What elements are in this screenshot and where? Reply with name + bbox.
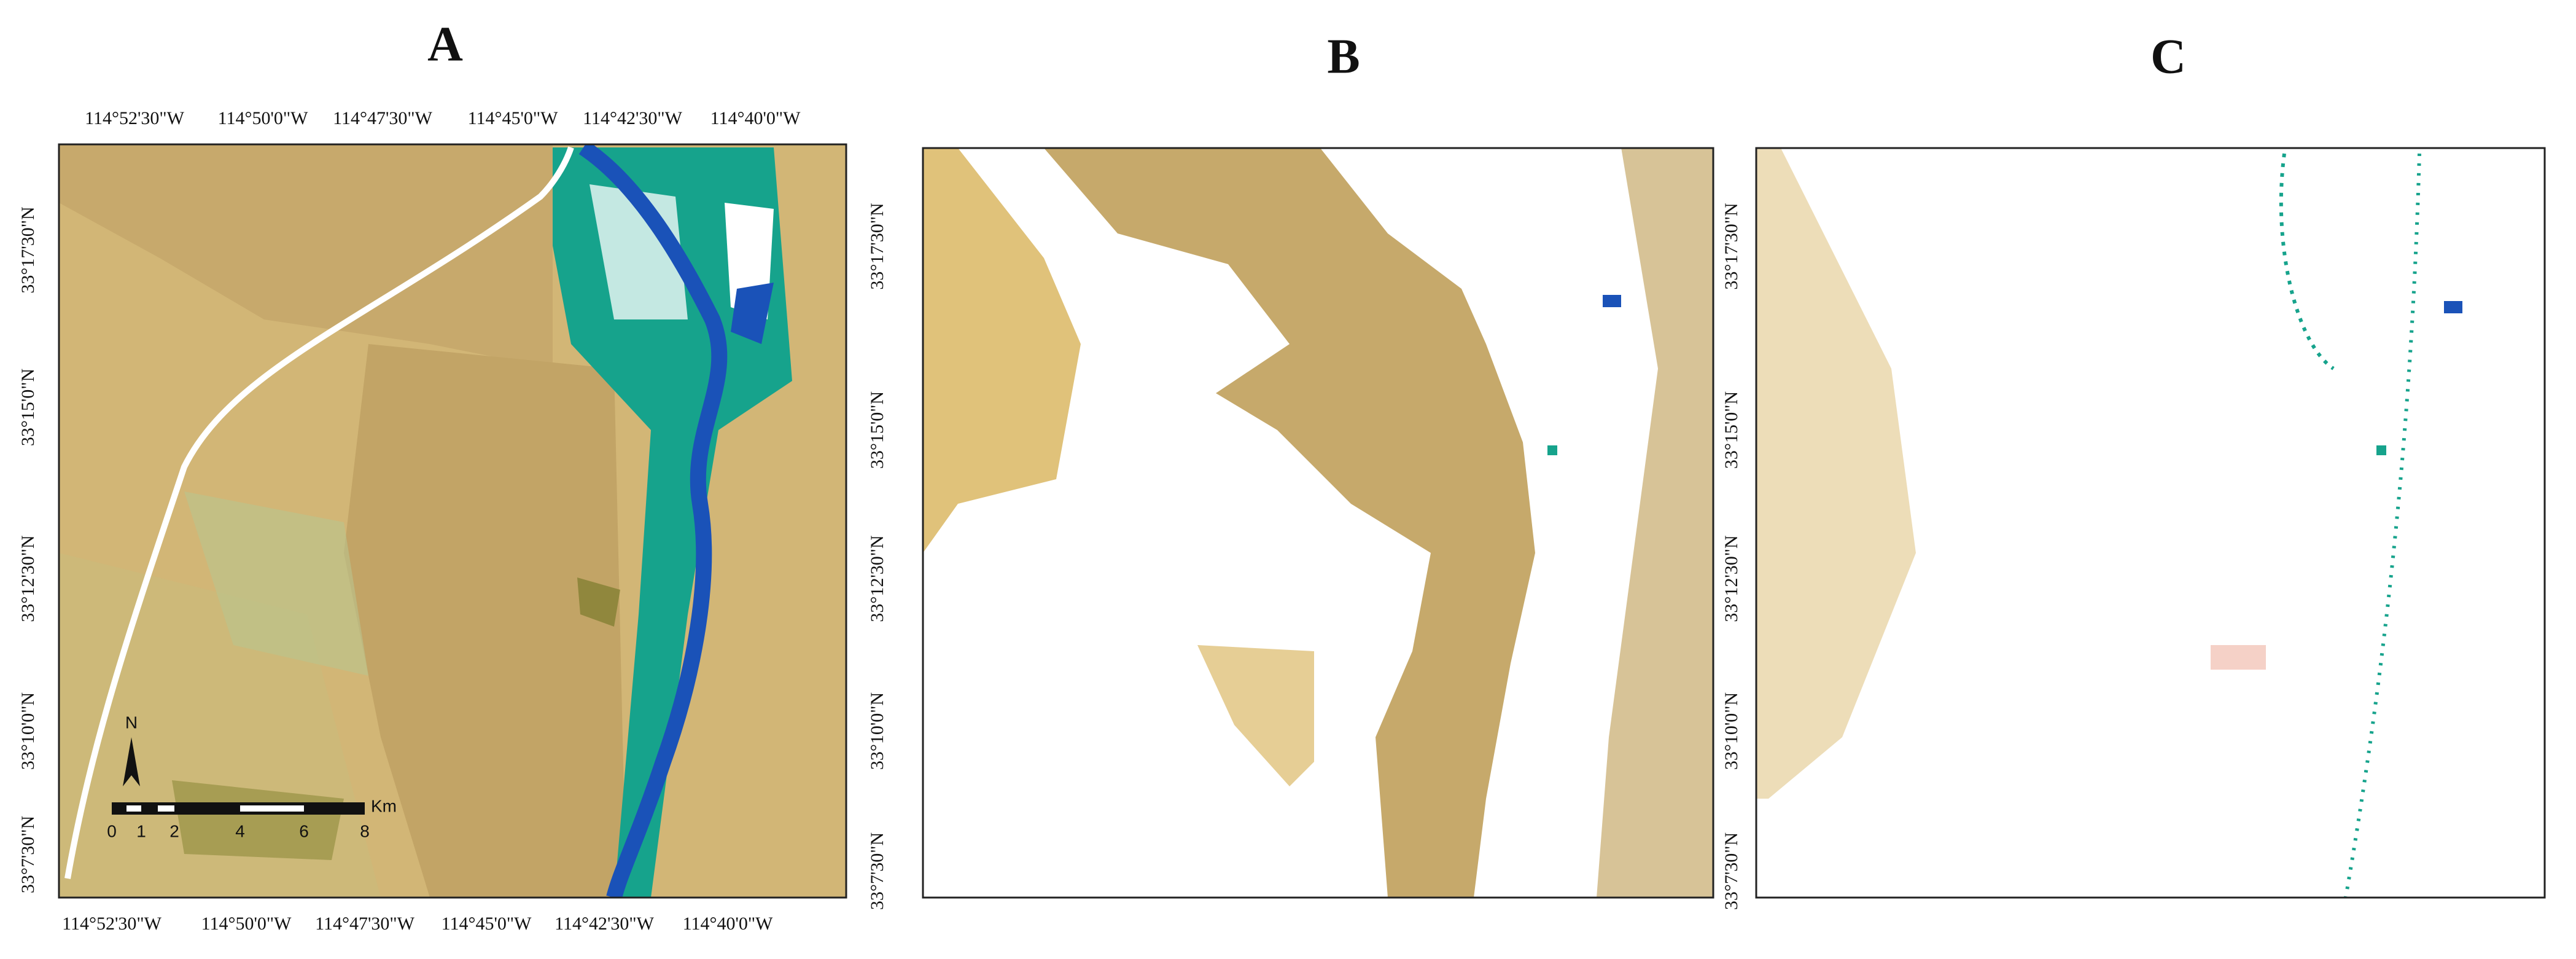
north-label: N [125,713,138,732]
lon-tick-label: 114°50'0"W [218,108,309,128]
lat-tick-label: 33°12'30"N [867,535,887,622]
lat-tick-label: 33°17'30"N [867,203,887,289]
lat-tick-label: 33°17'30"N [18,206,38,293]
scale-bar-label: 1 [136,821,146,840]
lat-tick-label: 33°10'0"N [18,692,38,770]
scale-bar-label: 4 [235,821,245,840]
lat-tick-label: 33°15'0"N [18,369,38,446]
lon-tick-label: 114°40'0"W [710,108,801,128]
map-a-image [59,144,846,898]
lat-tick-label: 33°10'0"N [867,692,887,770]
lon-tick-label: 114°42'30"W [583,108,683,128]
lon-tick-label: 114°52'30"W [62,914,162,934]
lon-tick-label: 114°45'0"W [442,914,532,934]
lat-tick-label: 33°15'0"N [867,391,887,469]
lon-tick-label: 114°50'0"W [201,914,292,934]
lat-tick-label: 33°10'0"N [1721,692,1741,770]
scale-bar-label: 0 [107,821,117,840]
scale-bar-unit: Km [371,796,397,815]
lon-tick-label: 114°42'30"W [555,914,655,934]
lat-tick-label: 33°17'30"N [1721,203,1741,289]
scale-bar-label: 8 [360,821,370,840]
panel-label: B [1327,29,1360,84]
lat-tick-label: 33°12'30"N [1721,535,1741,622]
lon-tick-label: 114°47'30"W [315,914,415,934]
lat-tick-label: 33°7'30"N [18,816,38,893]
map-c-image [1756,148,2545,898]
lat-tick-label: 33°15'0"N [1721,391,1741,469]
map-b-frame [922,147,1714,899]
map-b-image [923,148,1713,898]
panel-label: C [2150,29,2186,84]
lon-tick-label: 114°52'30"W [85,108,185,128]
lon-tick-label: 114°45'0"W [468,108,559,128]
lon-tick-label: 114°40'0"W [683,914,774,934]
lat-tick-label: 33°7'30"N [867,832,887,910]
scale-bar-graphic [112,802,365,815]
lon-tick-label: 114°47'30"W [333,108,433,128]
scale-bar-label: 6 [299,821,309,840]
lat-tick-label: 33°7'30"N [1721,832,1741,910]
scale-bar-label: 2 [169,821,179,840]
lat-tick-label: 33°12'30"N [18,535,38,622]
map-a-frame [58,143,847,899]
panel-label: A [427,17,463,71]
map-c-frame [1755,147,2546,899]
north-arrow [123,737,140,786]
